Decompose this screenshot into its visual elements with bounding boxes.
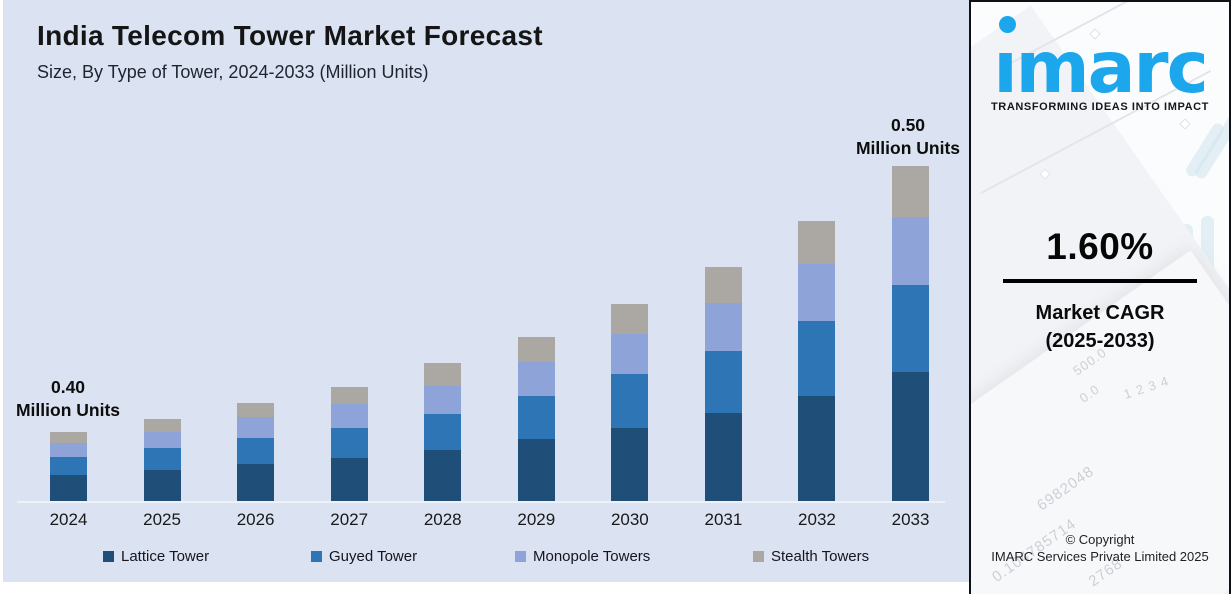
legend-swatch-icon xyxy=(753,551,764,562)
x-axis-label-2029: 2029 xyxy=(517,510,556,529)
brand-side-panel: 500.0 0.0 1 2 3 4 6982048 0.104785714 27… xyxy=(969,0,1231,594)
legend-swatch-icon xyxy=(103,551,114,562)
bar-segment-guyed-tower-2033 xyxy=(892,285,930,372)
imarc-logo: ımarc xyxy=(971,16,1229,103)
x-axis-label-2028: 2028 xyxy=(423,510,462,529)
bar-segment-stealth-towers-2029 xyxy=(517,337,555,362)
x-axis-line xyxy=(17,501,945,503)
bar-segment-monopole-towers-2029 xyxy=(517,362,555,396)
bar-segment-guyed-tower-2029 xyxy=(517,396,555,439)
bar-segment-stealth-towers-2028 xyxy=(424,363,462,386)
imarc-logo-dot-icon xyxy=(999,16,1016,33)
bar-segment-lattice-tower-2030 xyxy=(611,428,649,501)
stacked-bar-2027 xyxy=(330,387,368,501)
bar-segment-guyed-tower-2025 xyxy=(143,448,181,470)
stacked-bar-2025 xyxy=(143,419,181,501)
bar-segment-lattice-tower-2025 xyxy=(143,470,181,501)
stacked-bar-2026 xyxy=(237,403,275,501)
x-axis-label-2025: 2025 xyxy=(143,510,181,529)
legend-label: Guyed Tower xyxy=(329,548,418,565)
stacked-bar-2030 xyxy=(611,304,649,501)
bar-segment-lattice-tower-2028 xyxy=(424,450,462,501)
imarc-logo-text: ımarc xyxy=(993,26,1208,109)
copyright: © Copyright IMARC Services Private Limit… xyxy=(971,532,1229,566)
bar-segment-stealth-towers-2033 xyxy=(892,166,930,217)
x-axis-label-2027: 2027 xyxy=(330,510,369,529)
bar-segment-stealth-towers-2026 xyxy=(237,403,275,417)
legend-label: Stealth Towers xyxy=(771,548,870,565)
x-axis-label-2026: 2026 xyxy=(236,510,275,529)
stacked-bar-2029 xyxy=(517,337,555,501)
bar-segment-lattice-tower-2029 xyxy=(517,439,555,501)
bar-segment-guyed-tower-2032 xyxy=(798,321,836,396)
bar-segment-guyed-tower-2031 xyxy=(704,351,742,413)
annotation-2024: 0.40 Million Units xyxy=(2,376,134,422)
chart-legend: Lattice Tower Guyed Tower Monopole Towers S… xyxy=(3,548,969,570)
x-axis-label-2030: 2030 xyxy=(610,510,649,529)
bar-segment-lattice-tower-2024 xyxy=(50,475,87,501)
bar-segment-monopole-towers-2025 xyxy=(143,432,181,448)
bar-segment-stealth-towers-2031 xyxy=(704,267,742,303)
bar-segment-monopole-towers-2030 xyxy=(611,334,649,374)
bar-segment-stealth-towers-2024 xyxy=(50,432,87,443)
stacked-bar-2024 xyxy=(50,432,87,501)
legend-swatch-icon xyxy=(311,551,322,562)
legend-swatch-icon xyxy=(515,551,526,562)
bar-segment-monopole-towers-2033 xyxy=(892,217,930,285)
cagr-divider xyxy=(1003,279,1197,283)
imarc-tagline: TRANSFORMING IDEAS INTO IMPACT xyxy=(990,101,1210,113)
chart-subtitle: Size, By Type of Tower, 2024-2033 (Milli… xyxy=(37,62,429,82)
cagr-value: 1.60% xyxy=(1046,226,1154,267)
bar-segment-stealth-towers-2025 xyxy=(143,419,181,432)
annotation-2033: 0.50 Million Units xyxy=(842,114,974,160)
x-axis-label-2032: 2032 xyxy=(798,510,836,529)
annotation-2033-unit: Million Units xyxy=(855,138,961,159)
bar-segment-stealth-towers-2027 xyxy=(330,387,368,404)
copyright-line2: IMARC Services Private Limited 2025 xyxy=(991,548,1209,564)
bar-segment-lattice-tower-2026 xyxy=(237,464,275,501)
bar-segment-monopole-towers-2026 xyxy=(237,417,275,438)
bar-segment-stealth-towers-2030 xyxy=(611,304,649,334)
legend-item-lattice-tower: Lattice Tower xyxy=(103,548,209,565)
cagr-label-line1: Market CAGR xyxy=(1035,302,1165,324)
cagr-label-line2: (2025-2033) xyxy=(1045,330,1155,352)
bar-segment-monopole-towers-2031 xyxy=(704,303,742,351)
bar-segment-lattice-tower-2031 xyxy=(704,413,742,501)
legend-item-monopole-towers: Monopole Towers xyxy=(515,548,650,565)
cagr-label: Market CAGR (2025-2033) xyxy=(971,299,1229,355)
bar-segment-guyed-tower-2030 xyxy=(611,374,649,428)
legend-item-guyed-tower: Guyed Tower xyxy=(311,548,417,565)
x-axis-label-2033: 2033 xyxy=(891,510,930,529)
annotation-2033-value: 0.50 xyxy=(890,115,926,135)
legend-label: Lattice Tower xyxy=(121,548,210,565)
x-axis-label-2024: 2024 xyxy=(49,510,88,529)
bar-segment-lattice-tower-2032 xyxy=(798,396,836,501)
chart-title: India Telecom Tower Market Forecast xyxy=(37,20,543,51)
x-axis-label-2031: 2031 xyxy=(704,510,743,529)
stacked-bar-2033 xyxy=(892,166,930,501)
bar-segment-lattice-tower-2033 xyxy=(892,372,930,501)
legend-label: Monopole Towers xyxy=(533,548,651,565)
bar-segment-guyed-tower-2028 xyxy=(424,414,462,450)
bar-segment-lattice-tower-2027 xyxy=(330,458,368,501)
bar-segment-guyed-tower-2026 xyxy=(237,438,275,464)
bar-segment-monopole-towers-2032 xyxy=(798,264,836,321)
bar-segment-monopole-towers-2024 xyxy=(50,443,87,457)
stacked-bar-2031 xyxy=(704,267,742,501)
stacked-bar-2028 xyxy=(424,363,462,501)
bar-segment-monopole-towers-2027 xyxy=(330,404,368,428)
chart-card: India Telecom Tower Market Forecast Size… xyxy=(3,0,969,582)
bar-segment-stealth-towers-2032 xyxy=(798,221,836,264)
bar-segment-guyed-tower-2027 xyxy=(330,428,368,458)
legend-item-stealth-towers: Stealth Towers xyxy=(753,548,869,565)
annotation-2024-value: 0.40 xyxy=(50,377,86,397)
annotation-2024-unit: Million Units xyxy=(15,400,121,421)
bar-segment-monopole-towers-2028 xyxy=(424,386,462,414)
bar-segment-guyed-tower-2024 xyxy=(50,457,87,475)
stacked-bar-2032 xyxy=(798,221,836,501)
copyright-line1: © Copyright xyxy=(1065,532,1135,547)
